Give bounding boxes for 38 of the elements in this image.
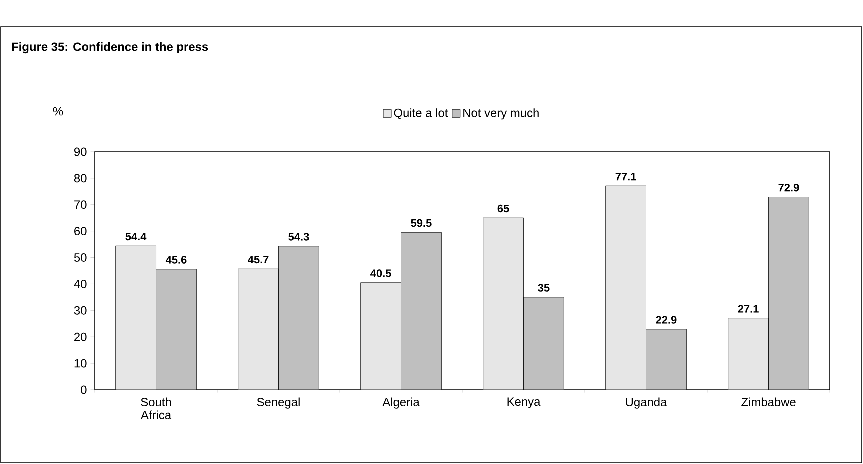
data-label: 59.5 — [411, 219, 432, 228]
y-tick-label: 0 — [81, 386, 87, 394]
legend-label: Not very much — [464, 108, 539, 120]
y-tick-label: 30 — [74, 306, 87, 315]
y-tick-label: 50 — [74, 254, 87, 262]
chart-title: Figure 35: Confidence in the press — [12, 42, 208, 54]
x-tick-label: Kenya — [508, 398, 541, 408]
y-axis-title: % — [53, 107, 64, 116]
x-tick-label: Senegal — [257, 398, 300, 409]
y-tick-label: 70 — [74, 200, 87, 210]
bar — [116, 246, 156, 390]
data-label: 22.9 — [656, 316, 677, 324]
legend-label: Quite a lot — [394, 108, 448, 120]
y-tick-label: 20 — [74, 332, 87, 342]
x-tick-label: Uganda — [626, 398, 668, 409]
y-tick-label: 10 — [74, 359, 87, 368]
data-label: 77.1 — [616, 173, 636, 181]
bar — [238, 268, 279, 390]
bar — [483, 218, 524, 390]
bar — [606, 186, 646, 390]
data-label: 54.4 — [126, 232, 147, 241]
data-label: 35 — [538, 284, 550, 292]
data-label: 72.9 — [778, 184, 800, 192]
data-label: 27.1 — [738, 305, 759, 313]
x-tick-label: Zimbabwe — [742, 398, 796, 407]
y-tick-label: 80 — [74, 174, 87, 183]
data-label: 40.5 — [370, 270, 392, 278]
data-label: 65 — [498, 204, 510, 213]
y-tick-label: 60 — [74, 227, 87, 236]
y-tick-label: 40 — [74, 280, 87, 288]
x-tick-label: Algeria — [382, 398, 420, 409]
data-label: 45.7 — [248, 256, 269, 264]
bar — [360, 282, 402, 390]
data-label: 54.3 — [288, 233, 310, 241]
bar — [728, 318, 769, 390]
data-label: 45.6 — [166, 256, 187, 264]
y-tick-label: 90 — [74, 148, 87, 156]
x-tick-label: South Africa — [140, 398, 172, 420]
